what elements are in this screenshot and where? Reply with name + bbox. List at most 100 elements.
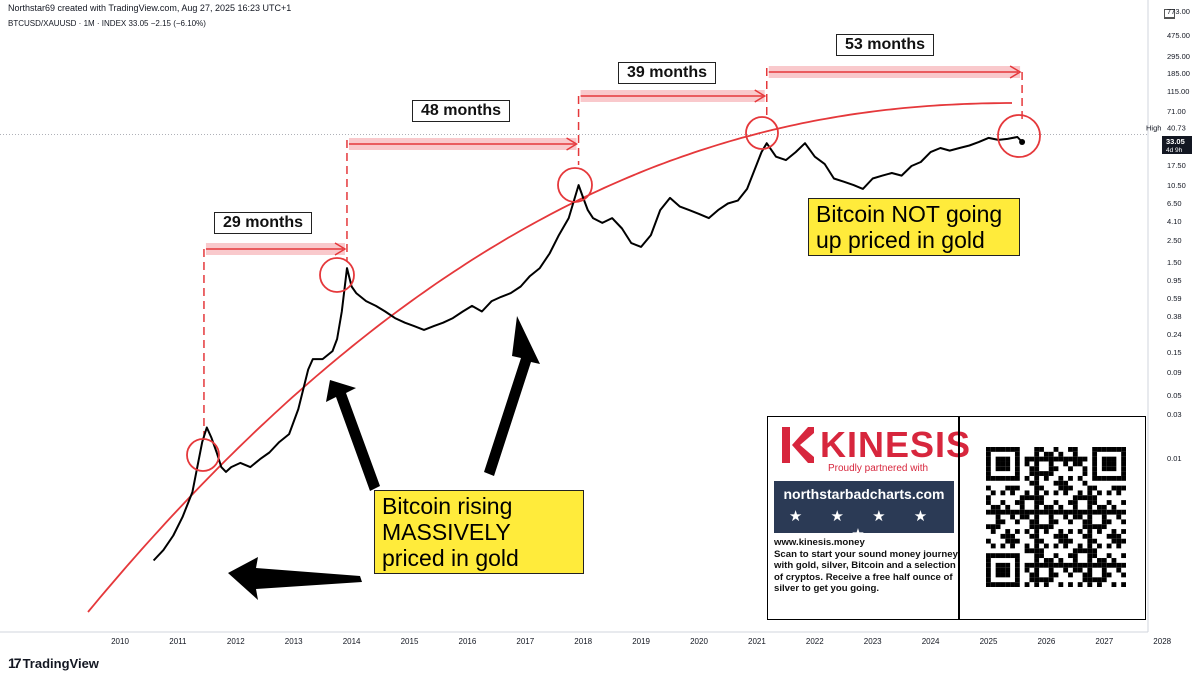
qr-code-icon[interactable]	[986, 447, 1126, 587]
qr-module	[1024, 567, 1030, 573]
qr-module	[1082, 466, 1088, 472]
qr-module	[1068, 553, 1073, 559]
qr-module	[1121, 466, 1126, 472]
qr-module	[1121, 475, 1126, 481]
qr-module	[1068, 562, 1073, 568]
qr-module	[1101, 572, 1107, 578]
qr-module	[1053, 553, 1059, 559]
x-tick-label: 2011	[169, 637, 187, 646]
qr-module	[995, 562, 1001, 568]
ad-description: www.kinesis.money Scan to start your sou…	[774, 537, 958, 595]
qr-module	[1116, 514, 1122, 520]
qr-module	[1092, 461, 1098, 467]
qr-module	[1106, 572, 1112, 578]
qr-module	[1024, 509, 1030, 515]
qr-module	[1077, 562, 1083, 568]
symbol-name[interactable]: BTCUSD/XAUUSD	[8, 19, 77, 28]
qr-module	[1014, 529, 1020, 534]
qr-module	[1068, 582, 1073, 587]
qr-module	[1053, 447, 1059, 452]
qr-module	[1034, 567, 1040, 573]
qr-module	[1121, 509, 1126, 515]
qr-module	[1024, 582, 1030, 587]
qr-module	[1019, 514, 1025, 520]
qr-module	[1039, 485, 1044, 491]
kinesis-ad[interactable]: KINESIS Proudly partnered with northstar…	[767, 416, 1146, 620]
qr-module	[1101, 466, 1107, 472]
qr-module	[1000, 582, 1006, 587]
x-tick-label: 2014	[343, 637, 361, 646]
qr-module	[1000, 475, 1006, 481]
qr-module	[1019, 509, 1025, 515]
qr-module	[1101, 504, 1107, 510]
qr-module	[1087, 543, 1093, 549]
qr-module	[1014, 519, 1020, 525]
qr-module	[1053, 466, 1059, 472]
qr-module	[1077, 567, 1083, 573]
qr-module	[1063, 509, 1069, 515]
qr-module	[1005, 567, 1011, 573]
qr-module	[1029, 480, 1035, 486]
qr-module	[1068, 529, 1073, 534]
qr-module	[1048, 524, 1054, 530]
y-tick-label: 0.59	[1167, 294, 1182, 303]
qr-module	[1101, 577, 1107, 583]
screenshot-icon[interactable]	[1164, 9, 1175, 19]
qr-module	[1039, 562, 1044, 568]
qr-module	[1058, 533, 1064, 539]
qr-module	[1097, 509, 1102, 515]
qr-module	[1092, 538, 1098, 544]
qr-module	[1058, 582, 1064, 587]
y-tick-label: 115.00	[1167, 87, 1189, 96]
qr-module	[1024, 475, 1030, 481]
tradingview-logo[interactable]: 17 TradingView	[8, 655, 99, 671]
left-arrow	[228, 557, 362, 600]
qr-module	[1039, 500, 1044, 505]
qr-module	[1068, 538, 1073, 544]
qr-module	[1029, 519, 1035, 525]
qr-module	[1082, 533, 1088, 539]
qr-module	[1058, 475, 1064, 481]
qr-module	[1082, 509, 1088, 515]
qr-module	[1034, 500, 1040, 505]
qr-module	[1048, 466, 1054, 472]
qr-module	[1087, 504, 1093, 510]
qr-module	[995, 572, 1001, 578]
qr-module	[1048, 451, 1054, 457]
qr-module	[1121, 500, 1126, 505]
x-tick-label: 2019	[632, 637, 650, 646]
qr-module	[1014, 562, 1020, 568]
qr-module	[990, 447, 996, 452]
qr-module	[1097, 504, 1102, 510]
qr-module	[1014, 466, 1020, 472]
qr-module	[1000, 567, 1006, 573]
interval-arrowhead	[334, 242, 347, 256]
qr-module	[1024, 495, 1030, 501]
interval[interactable]: 1M	[83, 19, 95, 28]
qr-module	[1005, 533, 1011, 539]
qr-module	[1000, 509, 1006, 515]
qr-module	[995, 519, 1001, 525]
x-tick-label: 2024	[922, 637, 940, 646]
qr-module	[986, 456, 991, 462]
peak-circle	[745, 116, 779, 150]
qr-module	[1106, 562, 1112, 568]
qr-module	[1034, 485, 1040, 491]
qr-module	[1039, 471, 1044, 476]
qr-module	[1116, 490, 1122, 496]
qr-module	[1000, 490, 1006, 496]
qr-module	[1048, 509, 1054, 515]
qr-module	[1072, 548, 1078, 554]
qr-module	[1111, 456, 1117, 462]
qr-module	[995, 456, 1001, 462]
qr-module	[1000, 553, 1006, 559]
qr-module	[1043, 582, 1049, 587]
qr-module	[1092, 500, 1098, 505]
qr-module	[1097, 529, 1102, 534]
qr-module	[1092, 471, 1098, 476]
qr-module	[1106, 519, 1112, 525]
qr-module	[1043, 524, 1049, 530]
qr-module	[1101, 475, 1107, 481]
kinesis-site[interactable]: www.kinesis.money	[774, 537, 865, 548]
